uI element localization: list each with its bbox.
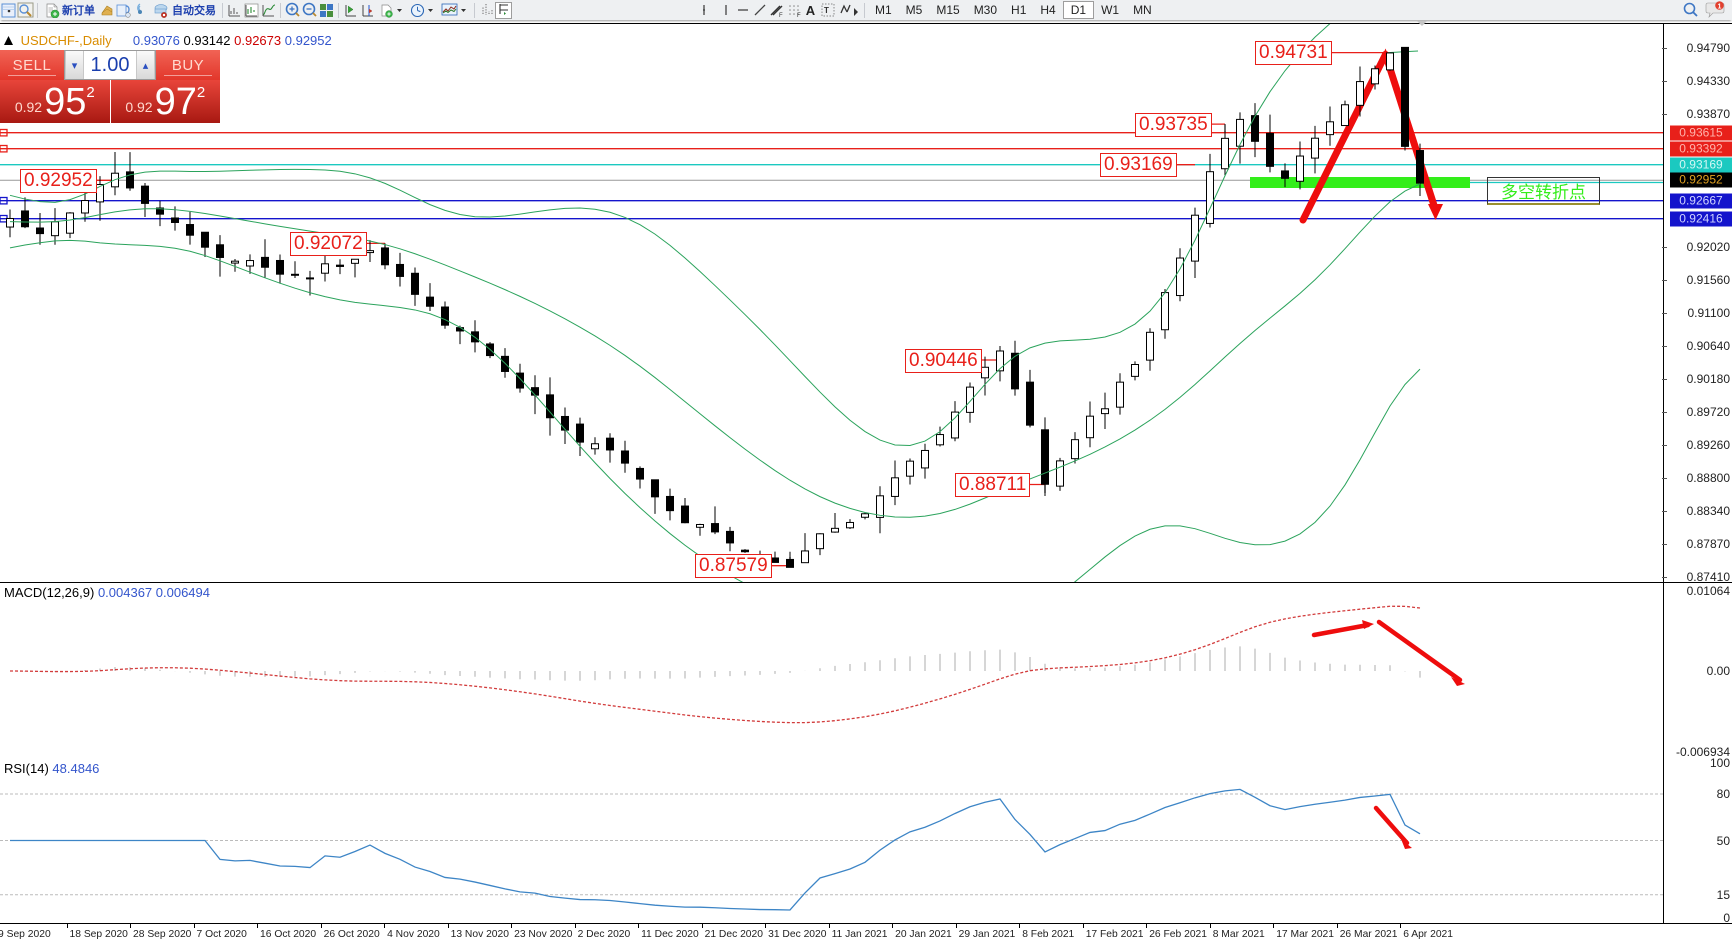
svg-text:T: T <box>824 6 829 15</box>
svg-text:F: F <box>779 13 783 18</box>
svg-text:F: F <box>797 13 801 17</box>
svg-text:1: 1 <box>1718 3 1722 10</box>
